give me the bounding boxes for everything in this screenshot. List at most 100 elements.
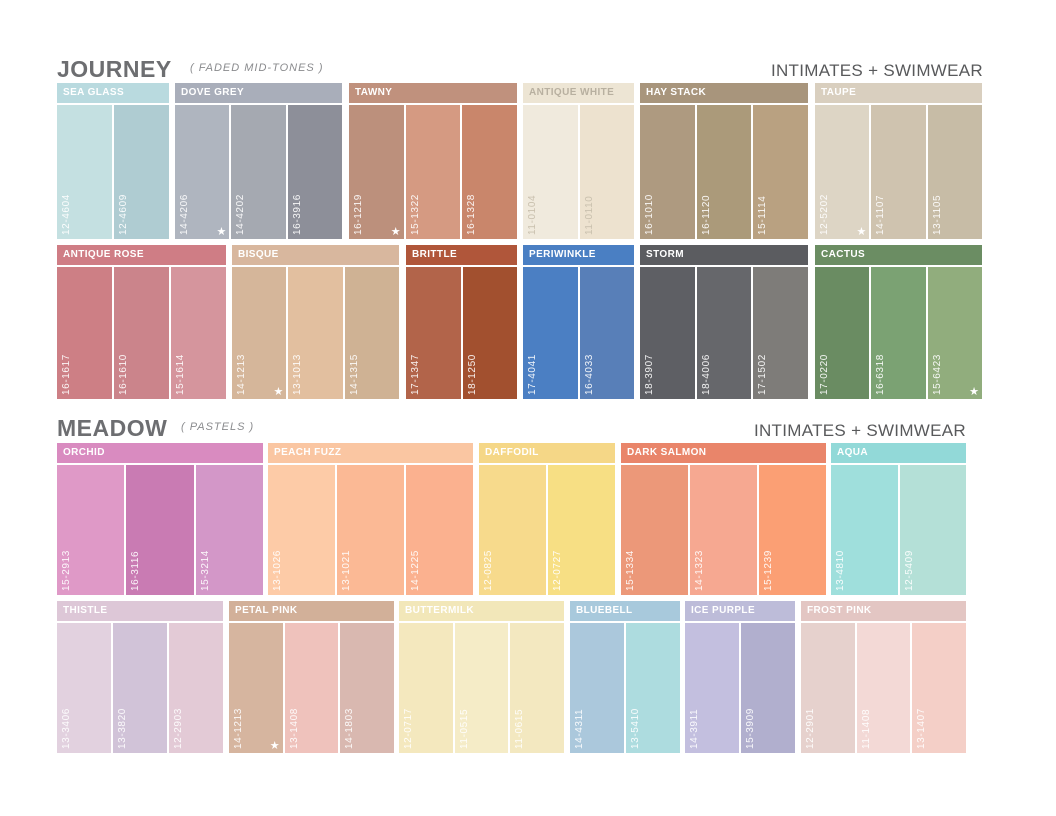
color-swatch: 12-5202 ★ bbox=[815, 105, 870, 239]
color-swatch: 13-1105 bbox=[927, 105, 982, 239]
color-group-thistle: THISTLE 13-3406 13-3820 12-2903 bbox=[57, 601, 223, 753]
color-group-storm: STORM 18-3907 18-4006 17-1502 bbox=[640, 245, 808, 399]
color-swatch: 13-1407 bbox=[912, 623, 966, 753]
color-group-header: PETAL PINK bbox=[229, 601, 394, 621]
swatch-code-label: 13-1026 bbox=[272, 550, 283, 591]
color-group-header: BLUEBELL bbox=[570, 601, 680, 621]
meadow-title: MEADOW bbox=[57, 415, 168, 441]
swatch-code-label: 12-2903 bbox=[173, 708, 184, 749]
color-swatch: 13-1026 bbox=[268, 465, 335, 595]
color-swatch: 15-1322 bbox=[405, 105, 461, 239]
color-swatch: 16-3916 bbox=[287, 105, 342, 239]
color-swatch: 13-5410 bbox=[626, 623, 680, 753]
star-icon: ★ bbox=[969, 386, 979, 398]
color-group-brittle: BRITTLE 17-1347 18-1250 bbox=[406, 245, 517, 399]
color-group-dark-salmon: DARK SALMON 15-1334 14-1323 15-1239 bbox=[621, 443, 826, 595]
color-group-header: TAWNY bbox=[349, 83, 517, 103]
color-group-periwinkle: PERIWINKLE 17-4041 16-4033 bbox=[523, 245, 634, 399]
color-swatch: 14-1107 bbox=[871, 105, 926, 239]
color-swatch: 15-6423 ★ bbox=[927, 267, 982, 399]
color-group-header: CACTUS bbox=[815, 245, 982, 265]
color-group-bluebell: BLUEBELL 14-4311 13-5410 bbox=[570, 601, 680, 753]
swatch-code-label: 12-0825 bbox=[483, 550, 494, 591]
swatch-code-label: 15-2913 bbox=[61, 550, 72, 591]
color-group-header: ICE PURPLE bbox=[685, 601, 795, 621]
color-group-frost-pink: FROST PINK 12-2901 11-1408 13-1407 bbox=[801, 601, 966, 753]
color-swatch: 15-3214 bbox=[195, 465, 263, 595]
star-icon: ★ bbox=[273, 386, 284, 398]
color-swatch: 16-1328 bbox=[462, 105, 517, 239]
swatch-code-label: 15-6423 bbox=[931, 354, 943, 395]
swatch-code-label: 13-1408 bbox=[288, 708, 300, 749]
swatch-code-label: 14-3911 bbox=[689, 708, 700, 749]
swatch-code-label: 11-0615 bbox=[514, 708, 526, 749]
swatch-code-label: 13-1013 bbox=[292, 354, 304, 395]
color-swatch: 17-1502 bbox=[753, 267, 808, 399]
color-swatch: 15-3909 bbox=[741, 623, 795, 753]
color-group-peach-fuzz: PEACH FUZZ 13-1026 13-1021 14-1225 bbox=[268, 443, 473, 595]
color-swatch: 16-3116 bbox=[126, 465, 194, 595]
swatch-code-label: 16-3116 bbox=[130, 550, 142, 591]
color-swatch: 15-1239 bbox=[759, 465, 826, 595]
swatch-code-label: 16-1120 bbox=[700, 194, 712, 235]
swatch-code-label: 17-0220 bbox=[819, 354, 830, 395]
color-swatch: 13-1021 bbox=[337, 465, 404, 595]
swatch-code-label: 16-3916 bbox=[291, 194, 303, 235]
color-group-header: HAY STACK bbox=[640, 83, 808, 103]
color-swatch: 11-0515 bbox=[454, 623, 509, 753]
color-group-antique-white: ANTIQUE WHITE 11-0104 11-0110 bbox=[523, 83, 634, 239]
color-group-aqua: AQUA 13-4810 12-5409 bbox=[831, 443, 966, 595]
swatch-code-label: 16-6318 bbox=[875, 354, 887, 395]
star-icon: ★ bbox=[216, 226, 227, 238]
color-group-taupe: TAUPE 12-5202 ★ 14-1107 13-1105 bbox=[815, 83, 982, 239]
swatch-code-label: 12-4604 bbox=[61, 194, 72, 235]
color-swatch: 12-0825 bbox=[479, 465, 546, 595]
swatch-code-label: 13-3406 bbox=[61, 708, 72, 749]
color-group-header: SEA GLASS bbox=[57, 83, 169, 103]
color-group-header: ANTIQUE WHITE bbox=[523, 83, 634, 103]
color-swatch: 11-0104 bbox=[523, 105, 578, 239]
color-swatch: 17-0220 bbox=[815, 267, 870, 399]
color-swatch: 11-0110 bbox=[579, 105, 634, 239]
swatch-code-label: 14-1107 bbox=[875, 194, 887, 235]
color-group-sea-glass: SEA GLASS 12-4604 12-4609 bbox=[57, 83, 169, 239]
color-swatch: 16-1219 ★ bbox=[349, 105, 404, 239]
swatch-code-label: 16-1328 bbox=[466, 194, 478, 235]
color-group-header: PERIWINKLE bbox=[523, 245, 634, 265]
color-group-tawny: TAWNY 16-1219 ★ 15-1322 16-1328 bbox=[349, 83, 517, 239]
swatch-code-label: 16-1610 bbox=[118, 354, 129, 395]
swatch-code-label: 14-4202 bbox=[235, 194, 247, 235]
color-group-header: TAUPE bbox=[815, 83, 982, 103]
color-swatch: 13-3820 bbox=[113, 623, 167, 753]
swatch-code-label: 14-1803 bbox=[344, 708, 356, 749]
color-swatch: 12-0717 bbox=[399, 623, 453, 753]
color-swatch: 14-4202 bbox=[231, 105, 286, 239]
color-swatch: 18-1250 bbox=[462, 267, 517, 399]
swatch-code-label: 13-4810 bbox=[835, 550, 846, 591]
color-swatch: 13-3406 bbox=[57, 623, 111, 753]
color-group-bisque: BISQUE 14-1213 ★ 13-1013 14-1315 bbox=[232, 245, 399, 399]
swatch-code-label: 17-1502 bbox=[757, 354, 769, 395]
color-group-header: BISQUE bbox=[232, 245, 399, 265]
color-group-buttermilk: BUTTERMILK 12-0717 11-0515 11-0615 bbox=[399, 601, 564, 753]
meadow-subtitle: ( PASTELS ) bbox=[181, 421, 255, 433]
swatch-code-label: 12-4609 bbox=[118, 194, 129, 235]
swatch-code-label: 17-1347 bbox=[410, 354, 421, 395]
swatch-code-label: 14-4206 bbox=[179, 194, 190, 235]
color-group-ice-purple: ICE PURPLE 14-3911 15-3909 bbox=[685, 601, 795, 753]
color-group-dove-grey: DOVE GREY 14-4206 ★ 14-4202 16-3916 bbox=[175, 83, 342, 239]
swatch-code-label: 11-0104 bbox=[527, 194, 538, 235]
color-swatch: 12-4609 bbox=[114, 105, 169, 239]
color-swatch: 11-1408 bbox=[856, 623, 911, 753]
swatch-code-label: 11-0515 bbox=[458, 708, 470, 749]
star-icon: ★ bbox=[856, 226, 867, 238]
color-swatch: 16-1120 bbox=[696, 105, 752, 239]
color-swatch: 13-1013 bbox=[288, 267, 343, 399]
color-swatch: 14-4311 bbox=[570, 623, 624, 753]
swatch-code-label: 14-1315 bbox=[348, 354, 360, 395]
swatch-code-label: 15-1322 bbox=[409, 194, 421, 235]
color-group-header: ORCHID bbox=[57, 443, 263, 463]
swatch-code-label: 13-5410 bbox=[630, 708, 641, 749]
swatch-code-label: 15-1334 bbox=[625, 550, 636, 591]
meadow-category: INTIMATES + SWIMWEAR bbox=[753, 421, 966, 440]
